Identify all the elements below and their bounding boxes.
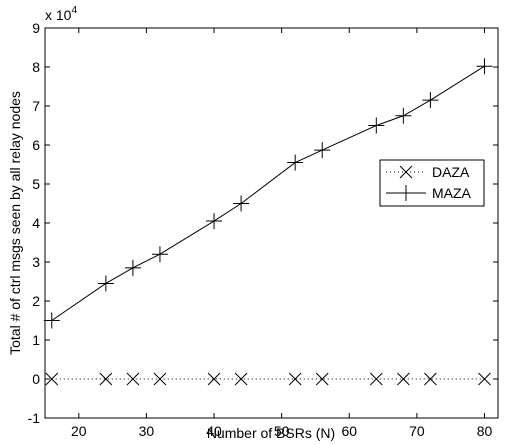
series-daza-point-1	[99, 372, 113, 386]
plot-area	[44, 27, 499, 419]
axes: 20 30 40 50 60 70 80 -1 0 1 2 3 4 5 6 7 8 9	[28, 20, 498, 439]
x-tick-label-5: 70	[409, 423, 425, 439]
series-daza-point-10	[424, 372, 437, 386]
series-maza-point-1	[97, 275, 114, 292]
legend: DAZA MAZA	[379, 159, 485, 207]
y-tick-label-9: 8	[32, 59, 40, 75]
series-daza-point-2-stroke-b	[126, 372, 140, 386]
x-tick-label-6: 80	[477, 423, 493, 439]
series-daza-point-4-stroke-b	[207, 372, 221, 386]
y-multiplier-exponent: 4	[71, 5, 77, 16]
legend-daza-marker-stroke-b	[399, 165, 413, 179]
series-daza-point-8-stroke-b	[369, 372, 383, 386]
series-maza-point-8	[368, 117, 385, 134]
series-daza-point-0-stroke-b	[45, 372, 59, 386]
series-daza-point-10-stroke-b	[424, 372, 437, 386]
y-tick-label-0: -1	[28, 410, 41, 426]
y-tick-label-3: 2	[32, 293, 40, 309]
series-daza-point-9	[396, 372, 410, 386]
series-maza-point-9	[395, 107, 412, 124]
series-maza-point-6	[287, 154, 304, 171]
series-daza-point-8	[369, 372, 383, 386]
series-daza-point-6	[288, 372, 302, 386]
x-axis-label: Number of BSRs (N)	[207, 425, 335, 441]
series-maza-point-2	[124, 259, 141, 276]
series-layer	[43, 58, 493, 386]
series-daza-point-11-stroke-b	[478, 372, 491, 386]
series-daza-point-6-stroke-b	[288, 372, 302, 386]
x-tick-label-0: 20	[71, 423, 87, 439]
y-tick-label-5: 4	[32, 215, 40, 231]
legend-box	[379, 159, 485, 207]
series-daza-point-4	[207, 372, 221, 386]
series-maza-point-7	[314, 142, 331, 159]
x-tick-label-4: 60	[341, 423, 357, 439]
y-tick-label-7: 6	[32, 137, 40, 153]
series-daza-point-3-stroke-b	[153, 372, 167, 386]
y-tick-label-1: 0	[32, 371, 40, 387]
legend-maza-label: MAZA	[432, 185, 472, 201]
y-tick-label-8: 7	[32, 98, 40, 114]
x-tick-label-2: 40	[206, 423, 222, 439]
series-daza-point-11	[478, 372, 491, 386]
series-daza-point-9-stroke-b	[396, 372, 410, 386]
y-axis-label: Total # of ctrl msgs seen by all relay n…	[7, 91, 23, 355]
legend-daza-marker	[399, 165, 413, 179]
series-maza-point-10	[422, 92, 439, 109]
series-maza-point-11	[476, 58, 493, 75]
y-tick-label-6: 5	[32, 176, 40, 192]
series-daza-point-2	[126, 372, 140, 386]
series-maza-line	[51, 65, 485, 321]
series-daza-point-1-stroke-b	[99, 372, 113, 386]
series-maza-point-4	[206, 213, 223, 230]
series-daza-point-5	[234, 372, 248, 386]
series-daza-point-7-stroke-b	[315, 372, 329, 386]
y-multiplier-label: x 104	[45, 5, 77, 23]
series-daza-point-0	[45, 372, 59, 386]
y-tick-label-2: 1	[32, 332, 40, 348]
legend-entries: DAZA MAZA	[386, 164, 472, 201]
y-tick-label-10: 9	[32, 20, 40, 36]
y-tick-label-4: 3	[32, 254, 40, 270]
series-daza-point-7	[315, 372, 329, 386]
x-tick-label-3: 50	[274, 423, 290, 439]
y-multiplier-base: x 10	[45, 7, 72, 23]
series-maza-point-3	[151, 246, 168, 263]
legend-maza-marker	[398, 185, 414, 201]
x-tick-label-1: 30	[139, 423, 155, 439]
series-maza-point-5	[233, 195, 250, 212]
series-daza-point-5-stroke-b	[234, 372, 248, 386]
series-maza-point-0	[43, 312, 60, 329]
series-daza-point-3	[153, 372, 167, 386]
legend-daza-label: DAZA	[432, 164, 470, 180]
